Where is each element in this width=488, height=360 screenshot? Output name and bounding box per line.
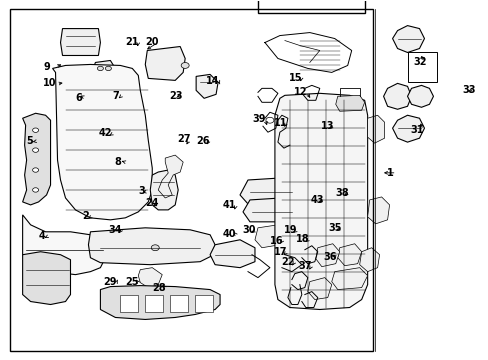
Polygon shape	[52, 64, 152, 220]
Polygon shape	[100, 285, 220, 319]
Polygon shape	[145, 294, 163, 312]
Bar	[407, 53, 437, 82]
Polygon shape	[337, 244, 361, 266]
Text: 12: 12	[293, 87, 306, 97]
Circle shape	[33, 188, 39, 192]
Polygon shape	[359, 248, 379, 272]
Text: 15: 15	[288, 73, 302, 83]
Circle shape	[33, 168, 39, 172]
Polygon shape	[254, 225, 285, 248]
Text: 27: 27	[177, 134, 190, 144]
Polygon shape	[274, 93, 367, 310]
Polygon shape	[307, 278, 331, 300]
Polygon shape	[61, 28, 100, 55]
Text: 34: 34	[108, 225, 122, 235]
Polygon shape	[240, 178, 294, 204]
Polygon shape	[22, 215, 105, 275]
Text: 11: 11	[274, 118, 287, 128]
Text: 25: 25	[125, 277, 139, 287]
Text: 3: 3	[139, 186, 145, 196]
Text: 21: 21	[125, 37, 139, 47]
Text: 36: 36	[323, 252, 336, 262]
Circle shape	[105, 66, 111, 71]
Text: 4: 4	[39, 231, 45, 240]
Text: 32: 32	[412, 57, 426, 67]
Text: 1: 1	[386, 168, 393, 178]
Text: 19: 19	[284, 225, 297, 235]
Polygon shape	[145, 46, 185, 80]
Polygon shape	[392, 26, 424, 53]
Polygon shape	[331, 268, 367, 289]
Bar	[258, 0, 364, 13]
Polygon shape	[92, 60, 115, 78]
Circle shape	[181, 63, 189, 68]
Text: 17: 17	[274, 247, 287, 257]
Polygon shape	[315, 244, 339, 267]
Polygon shape	[88, 228, 215, 265]
Text: 14: 14	[205, 76, 219, 86]
Text: 39: 39	[252, 114, 265, 124]
Text: 38: 38	[335, 188, 348, 198]
Polygon shape	[170, 294, 188, 312]
Text: 35: 35	[327, 224, 341, 233]
Polygon shape	[367, 115, 384, 143]
Circle shape	[265, 117, 273, 123]
Text: 22: 22	[281, 257, 295, 267]
Text: 20: 20	[145, 37, 158, 47]
Circle shape	[97, 66, 103, 71]
Text: 30: 30	[242, 225, 256, 235]
Text: 43: 43	[310, 195, 324, 205]
Polygon shape	[22, 252, 70, 305]
Text: 42: 42	[99, 129, 112, 138]
Text: 9: 9	[43, 62, 50, 72]
Text: 29: 29	[103, 277, 117, 287]
Polygon shape	[407, 85, 432, 107]
Polygon shape	[367, 197, 389, 224]
Text: 24: 24	[145, 198, 158, 208]
Polygon shape	[243, 198, 294, 222]
Text: 13: 13	[320, 121, 333, 131]
Text: 37: 37	[298, 261, 311, 271]
Polygon shape	[383, 84, 411, 109]
Polygon shape	[138, 268, 162, 288]
Text: 33: 33	[461, 85, 474, 95]
Text: 28: 28	[152, 283, 165, 293]
Text: 2: 2	[82, 211, 89, 221]
Text: 5: 5	[26, 136, 33, 145]
Text: 40: 40	[223, 229, 236, 239]
Text: 41: 41	[223, 200, 236, 210]
Circle shape	[151, 245, 159, 251]
Text: 16: 16	[269, 236, 283, 246]
Text: 6: 6	[75, 93, 82, 103]
Polygon shape	[196, 75, 218, 98]
Polygon shape	[150, 170, 178, 210]
Bar	[10, 9, 372, 351]
Text: 31: 31	[410, 125, 424, 135]
Polygon shape	[22, 113, 50, 205]
Polygon shape	[120, 294, 138, 312]
Circle shape	[33, 148, 39, 152]
Text: 23: 23	[169, 91, 183, 101]
Text: 18: 18	[296, 234, 309, 244]
Text: 26: 26	[196, 136, 209, 145]
Polygon shape	[195, 294, 213, 312]
Circle shape	[33, 128, 39, 132]
Polygon shape	[392, 115, 424, 142]
Polygon shape	[210, 240, 254, 268]
Polygon shape	[335, 95, 364, 111]
Text: 8: 8	[114, 157, 121, 167]
Text: 10: 10	[42, 78, 56, 88]
Polygon shape	[158, 155, 183, 198]
Text: 7: 7	[112, 91, 119, 101]
